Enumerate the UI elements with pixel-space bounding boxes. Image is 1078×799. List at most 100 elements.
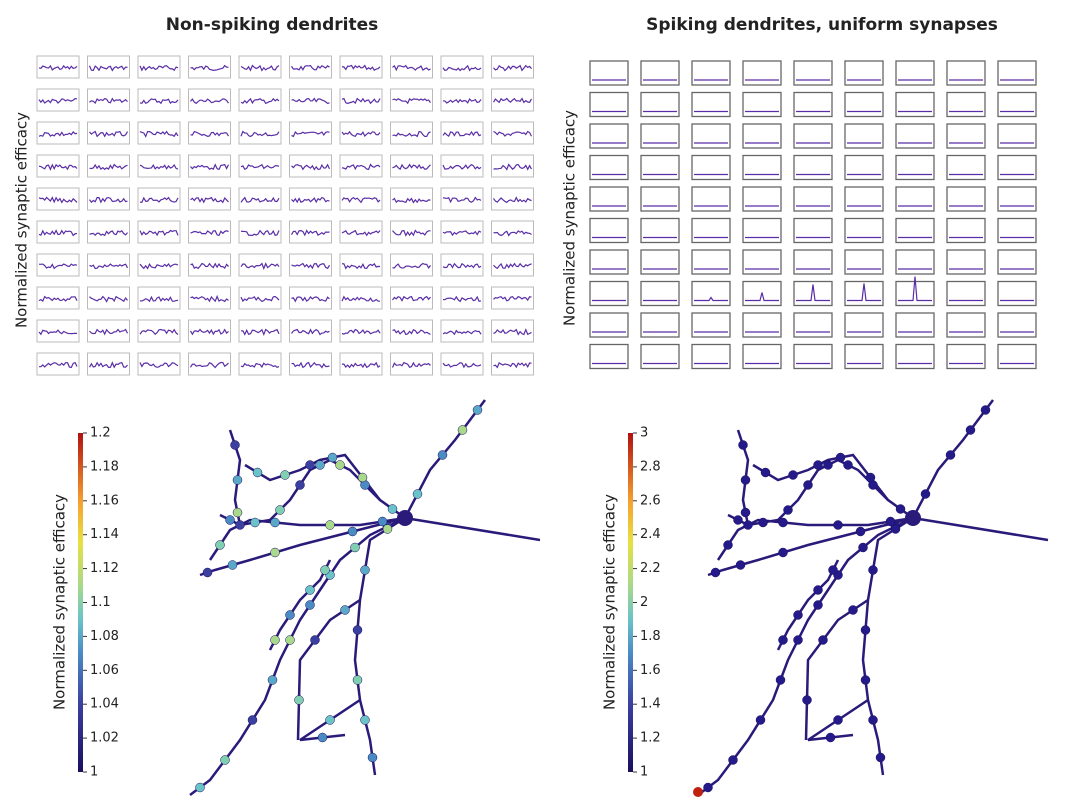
trace (494, 264, 532, 269)
colorbar-tick-label: 1.12 (90, 561, 119, 576)
colorbar-tick-label: 1.06 (90, 663, 119, 678)
trace-box (743, 156, 781, 180)
trace-box (998, 250, 1036, 274)
trace (191, 363, 229, 368)
trace (292, 198, 330, 203)
trace-box (590, 187, 628, 211)
trace-box (896, 61, 934, 85)
synapse (849, 606, 858, 615)
trace-box (590, 124, 628, 148)
trace-box (947, 250, 985, 274)
trace-box (947, 345, 985, 369)
trace-box (590, 313, 628, 337)
dendrite (220, 460, 405, 525)
synapse (869, 716, 878, 725)
synapse (789, 471, 798, 480)
synapse (693, 787, 703, 797)
trace (39, 198, 77, 203)
trace (90, 264, 128, 268)
synapse (829, 566, 838, 575)
colorbar-tick-label: 1.14 (90, 527, 119, 542)
trace (393, 165, 431, 170)
trace (241, 231, 279, 236)
trace (140, 66, 178, 71)
trace-box (845, 187, 883, 211)
colorbar (628, 433, 633, 772)
trace-box (845, 93, 883, 117)
trace-box (340, 89, 382, 111)
synapse (981, 406, 990, 415)
synapse (326, 716, 335, 725)
synapse (741, 508, 750, 517)
trace-box (947, 187, 985, 211)
synapse (221, 756, 230, 765)
trace (494, 99, 532, 103)
trace (898, 277, 932, 301)
trace-box (641, 124, 679, 148)
trace-box (998, 345, 1036, 369)
synapse (203, 568, 212, 577)
trace (140, 132, 178, 137)
trace (39, 363, 77, 368)
synapse (761, 468, 770, 477)
trace (796, 285, 830, 301)
trace (393, 99, 431, 103)
colorbar (78, 433, 83, 772)
trace (292, 66, 330, 70)
trace (342, 165, 380, 170)
trace (342, 231, 380, 236)
trace-box (189, 254, 231, 276)
trace-box (692, 61, 730, 85)
trace-box (641, 219, 679, 243)
colorbar-tick-label: 1.02 (90, 731, 119, 746)
trace-box (896, 219, 934, 243)
synapse (776, 676, 785, 685)
synapse (834, 521, 843, 530)
synapse (734, 516, 743, 525)
synapse (921, 490, 930, 499)
trace-box (896, 313, 934, 337)
trace-box (692, 93, 730, 117)
trace-box (692, 313, 730, 337)
trace (90, 363, 128, 368)
trace-box (845, 124, 883, 148)
trace-box (743, 250, 781, 274)
trace (494, 66, 532, 71)
trace (443, 264, 481, 268)
trace-box (692, 187, 730, 211)
trace-box (794, 61, 832, 85)
trace-box (239, 287, 281, 309)
synapse (756, 716, 765, 725)
trace (342, 132, 380, 136)
trace (191, 231, 229, 236)
synapse (286, 611, 295, 620)
trace (241, 264, 279, 269)
synapse (724, 541, 733, 550)
synapse (295, 696, 304, 705)
trace (39, 66, 77, 70)
synapse (228, 561, 237, 570)
synapse (233, 476, 242, 485)
trace (393, 363, 431, 368)
soma (397, 510, 413, 526)
trace (241, 198, 279, 203)
trace (39, 165, 77, 170)
trace (90, 66, 128, 71)
trace (847, 284, 881, 301)
synapse (348, 527, 357, 536)
trace (292, 363, 330, 368)
synapse (271, 636, 280, 645)
trace-box (290, 155, 332, 177)
trace-box (998, 187, 1036, 211)
dendrite (270, 560, 330, 650)
trace-box (998, 61, 1036, 85)
dendrite (913, 518, 1048, 540)
colorbar-tick-label: 1.08 (90, 629, 119, 644)
trace (292, 330, 330, 335)
trace (39, 132, 77, 136)
trace (393, 297, 431, 301)
synapse (276, 506, 285, 515)
trace (241, 99, 279, 104)
trace (241, 330, 279, 335)
synapse (861, 626, 870, 635)
